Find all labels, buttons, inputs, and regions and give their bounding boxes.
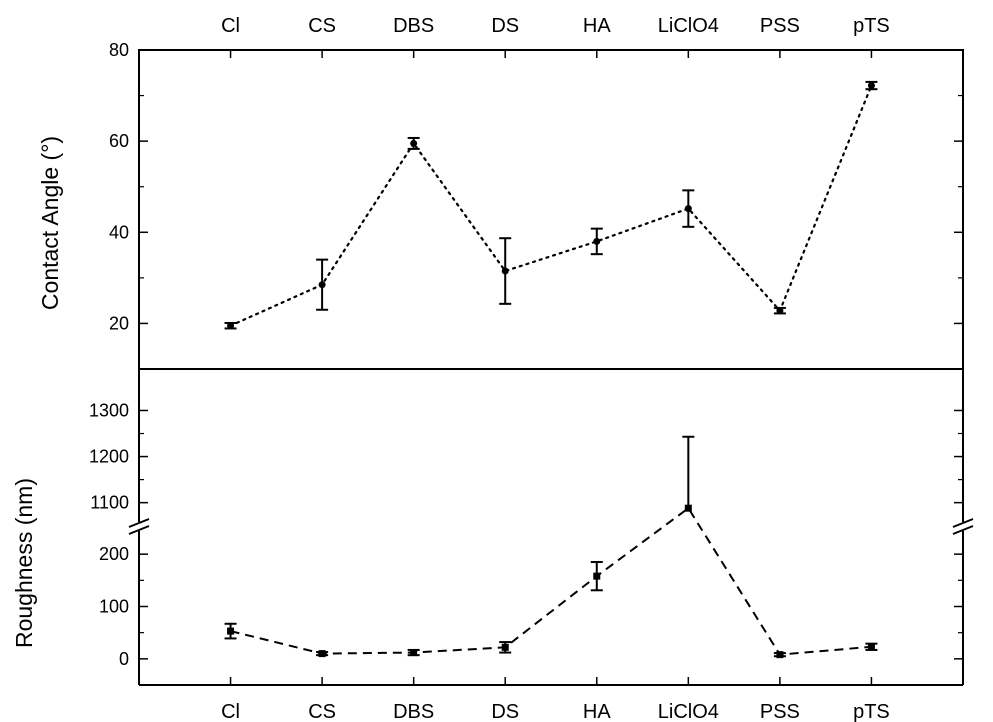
x-tick-label-top: LiClO4 — [658, 15, 719, 37]
contact-angle-point — [501, 267, 509, 275]
y-tick-label-top: 20 — [109, 313, 129, 333]
x-tick-label-top: DS — [491, 15, 519, 37]
contact-angle-point — [867, 82, 875, 90]
x-tick-label-top: Cl — [221, 15, 240, 37]
x-tick-label-top: pTS — [853, 15, 890, 37]
axis-break-gap-left — [131, 522, 147, 531]
axis-break-mark-right — [952, 525, 974, 535]
axis-break-mark-right — [952, 518, 974, 528]
contact-angle-point — [227, 322, 235, 330]
x-tick-label-bottom: DBS — [393, 701, 434, 722]
contact-angle-point — [776, 307, 784, 315]
bottom-ylabel: Roughness (nm) — [11, 478, 37, 648]
y-tick-label-bottom: 200 — [99, 544, 129, 564]
x-tick-label-top: PSS — [760, 15, 800, 37]
x-tick-label-bottom: Cl — [221, 701, 240, 722]
axis-break-mark-left — [128, 518, 150, 528]
y-tick-label-top: 40 — [109, 222, 129, 242]
top-panel-frame — [138, 49, 964, 370]
y-tick-label-top: 80 — [109, 40, 129, 60]
plot-layer: Cl Cl CS CS DBS DBS DS DS HA HA LiClO4 LiClO4 PSS PSS… — [89, 15, 974, 722]
x-tick-label-bottom: CS — [308, 701, 336, 722]
x-tick-label-bottom: DS — [491, 701, 519, 722]
roughness-line — [230, 506, 872, 656]
x-tick-label-bottom: pTS — [853, 701, 890, 722]
roughness-point — [227, 627, 235, 635]
y-tick-label-bottom: 1300 — [89, 400, 129, 420]
contact-angle-point — [410, 139, 418, 147]
x-tick-label-bottom: HA — [583, 701, 611, 722]
y-tick-label-bottom: 0 — [119, 649, 129, 669]
x-tick-label-top: DBS — [393, 15, 434, 37]
axis-break-mark-left — [128, 525, 150, 535]
x-tick-label-bottom: LiClO4 — [658, 701, 719, 722]
roughness-point — [410, 649, 418, 657]
contact-angle-point — [318, 281, 326, 289]
y-tick-label-bottom: 1100 — [90, 493, 129, 513]
contact-angle-point — [593, 237, 601, 245]
x-tick-label-bottom: PSS — [760, 701, 800, 722]
x-tick-label-top: HA — [583, 15, 611, 37]
y-tick-label-bottom: 100 — [99, 597, 129, 617]
y-tick-label-bottom: 1200 — [89, 447, 129, 467]
contact-angle-line — [229, 84, 873, 327]
roughness-point — [593, 572, 601, 580]
y-tick-label-top: 60 — [109, 131, 129, 151]
roughness-point — [684, 504, 692, 512]
roughness-point — [867, 643, 875, 651]
roughness-point — [318, 650, 326, 658]
x-tick-label-top: CS — [308, 15, 336, 37]
axis-break-gap-right — [955, 522, 971, 531]
top-ylabel: Contact Angle (°) — [37, 136, 63, 310]
contact-angle-point — [684, 205, 692, 213]
roughness-point — [776, 651, 784, 659]
roughness-point — [501, 643, 509, 651]
